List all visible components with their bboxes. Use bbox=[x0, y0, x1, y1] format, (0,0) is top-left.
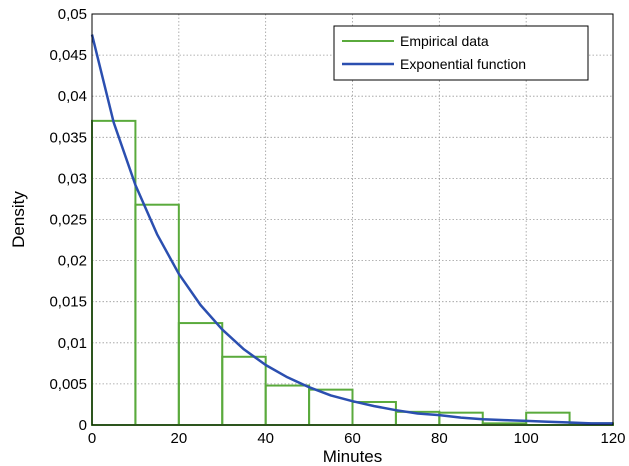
y-tick-label: 0,035 bbox=[49, 129, 87, 146]
x-tick-labels: 0 20 40 60 80 100 120 bbox=[88, 430, 626, 447]
x-tick-label: 0 bbox=[88, 430, 96, 447]
x-tick-label: 40 bbox=[257, 430, 274, 447]
x-tick-label: 60 bbox=[344, 430, 361, 447]
legend-label-exponential: Exponential function bbox=[400, 56, 526, 72]
histogram-bar bbox=[221, 355, 267, 426]
y-axis-label: Density bbox=[9, 191, 28, 248]
x-tick-label: 20 bbox=[170, 430, 187, 447]
y-tick-label: 0,05 bbox=[58, 6, 87, 23]
x-axis-label: Minutes bbox=[323, 447, 383, 466]
legend-box bbox=[333, 25, 589, 81]
curve-series bbox=[90, 34, 613, 425]
y-tick-label: 0,04 bbox=[58, 88, 87, 105]
histogram-bar bbox=[134, 203, 180, 426]
exponential-curve-line bbox=[90, 34, 613, 425]
y-tick-label: 0,03 bbox=[58, 170, 87, 187]
histogram-bar bbox=[177, 322, 224, 426]
legend: Empirical data Exponential function bbox=[333, 25, 589, 81]
x-tick-label: 100 bbox=[514, 430, 539, 447]
y-tick-labels: 0 0,005 0,01 0,015 0,02 0,025 0,03 0,035 0,04 0,0… bbox=[49, 6, 87, 434]
y-tick-label: 0 bbox=[79, 417, 87, 434]
y-tick-label: 0,045 bbox=[49, 47, 87, 64]
x-tick-label: 80 bbox=[431, 430, 448, 447]
y-tick-label: 0,025 bbox=[49, 212, 87, 229]
x-tick-label: 120 bbox=[600, 430, 625, 447]
y-tick-label: 0,01 bbox=[58, 335, 87, 352]
plot-frame bbox=[91, 13, 614, 426]
y-tick-label: 0,015 bbox=[49, 294, 87, 311]
y-tick-label: 0,02 bbox=[58, 253, 87, 270]
legend-label-empirical: Empirical data bbox=[400, 33, 489, 49]
histogram-bar bbox=[264, 384, 311, 427]
y-tick-label: 0,005 bbox=[49, 376, 87, 393]
